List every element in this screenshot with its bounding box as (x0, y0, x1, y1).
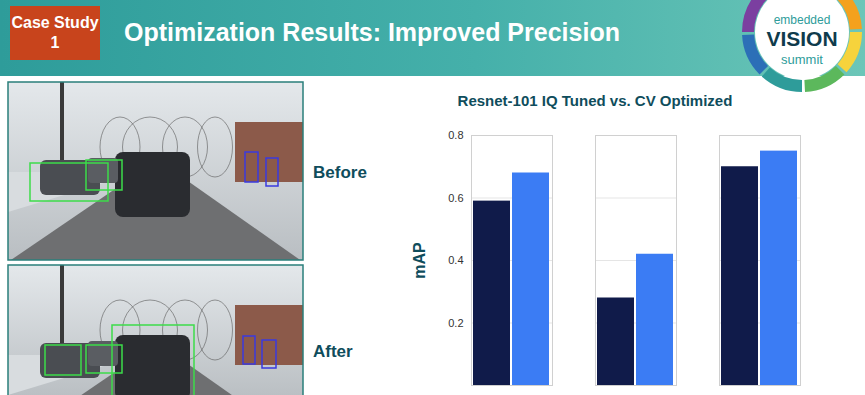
svg-text:VISION: VISION (766, 27, 837, 50)
html-text:Resnet-101 IQ Tuned vs. CV Opt: Resnet-101 IQ Tuned vs. CV Optimized (457, 92, 733, 109)
html-text:After: After (313, 342, 353, 361)
svg-text:embedded: embedded (774, 13, 831, 27)
svg-text:0.2: 0.2 (448, 317, 463, 329)
svg-text:0.6: 0.6 (448, 192, 463, 204)
svg-text:0.4: 0.4 (448, 254, 463, 266)
html-text:Before: Before (313, 163, 367, 182)
svg-text:summit: summit (781, 52, 823, 67)
html-text:Case Study 1: Case Study 1 (11, 14, 99, 51)
svg-text:0.8: 0.8 (448, 129, 463, 141)
svg-text:mAP: mAP (411, 242, 428, 279)
html-text:Optimization Results: Improved: Optimization Results: Improved Precision (124, 18, 620, 46)
